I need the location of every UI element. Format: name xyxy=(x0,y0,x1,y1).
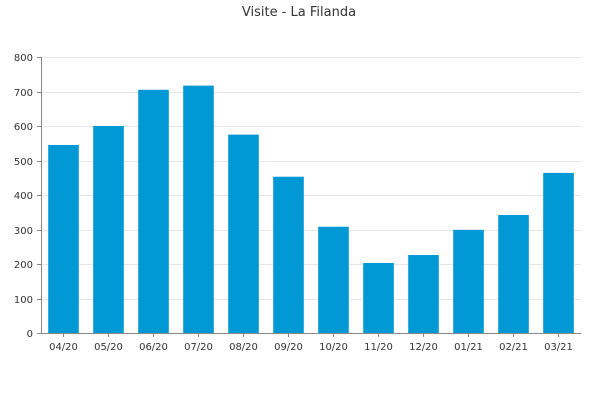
y-tick-label: 600 xyxy=(14,122,33,133)
bar-10-20 xyxy=(318,226,349,333)
x-tick-label: 11/20 xyxy=(364,342,393,353)
bars-layer xyxy=(48,85,574,334)
y-tick-label: 0 xyxy=(27,329,33,340)
bar-01-21 xyxy=(453,229,484,333)
bar-11-20 xyxy=(363,262,394,333)
x-tick-label: 09/20 xyxy=(274,342,303,353)
x-tick-label: 10/20 xyxy=(319,342,348,353)
axes-layer xyxy=(37,57,581,337)
bar-06-20 xyxy=(138,89,169,333)
bar-04-20 xyxy=(48,144,79,333)
bar-12-20 xyxy=(408,255,439,333)
y-tick-label: 800 xyxy=(14,53,33,64)
chart-title: Visite - La Filanda xyxy=(242,5,356,20)
bar-09-20 xyxy=(273,176,304,333)
y-tick-label: 500 xyxy=(14,157,33,168)
x-tick-label: 07/20 xyxy=(184,342,213,353)
bar-08-20 xyxy=(228,134,259,334)
x-tick-label: 03/21 xyxy=(544,342,573,353)
bar-02-21 xyxy=(498,215,529,333)
y-tick-label: 100 xyxy=(14,295,33,306)
bar-05-20 xyxy=(93,126,124,333)
y-tick-label: 700 xyxy=(14,88,33,99)
x-tick-label: 06/20 xyxy=(139,342,168,353)
x-tick-label: 08/20 xyxy=(229,342,258,353)
y-tick-label: 400 xyxy=(14,191,33,202)
y-tick-label: 300 xyxy=(14,226,33,237)
bar-07-20 xyxy=(183,85,214,333)
grid-layer xyxy=(41,57,581,300)
y-tick-label: 200 xyxy=(14,260,33,271)
x-tick-label: 02/21 xyxy=(499,342,528,353)
x-tick-label: 01/21 xyxy=(454,342,483,353)
x-tick-label: 04/20 xyxy=(49,342,78,353)
x-tick-label: 05/20 xyxy=(94,342,123,353)
x-tick-label: 12/20 xyxy=(409,342,438,353)
bar-03-21 xyxy=(543,172,574,333)
labels-layer: 0 100 200 300 400 500 600 700 800 04/20 05/20 06/20… xyxy=(14,53,573,353)
